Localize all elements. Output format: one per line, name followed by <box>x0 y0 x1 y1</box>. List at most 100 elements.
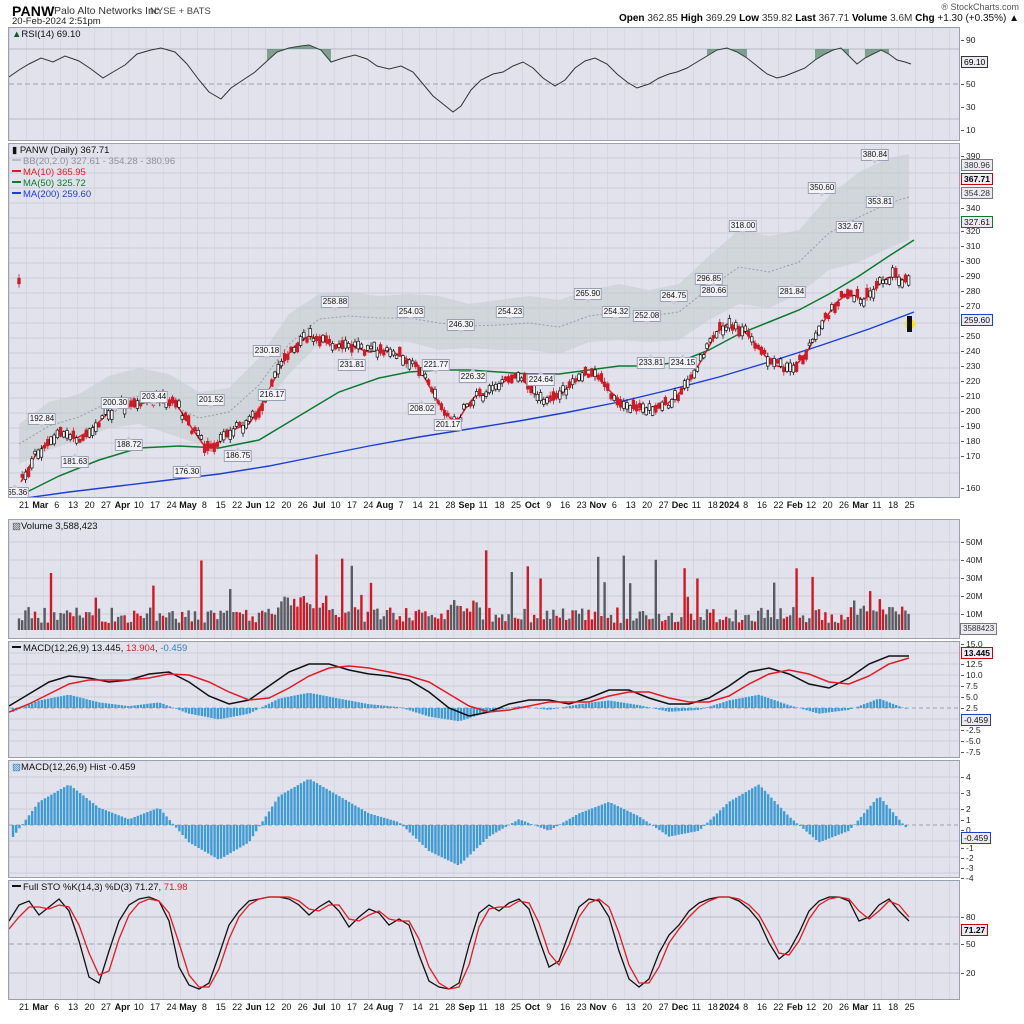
x-axis-tick: 8 <box>201 1002 207 1012</box>
price-annotation: 254.23 <box>495 306 525 320</box>
price-annotation: 332.67 <box>835 218 865 233</box>
x-axis-tick: 13 <box>68 500 79 510</box>
ma10-legend: MA(10) 365.95 <box>23 167 86 178</box>
macd-tick: 2.5 <box>961 703 978 713</box>
x-axis-tick: 9 <box>546 1002 552 1012</box>
x-axis-tick: 8 <box>743 1002 749 1012</box>
price-annotation: 254.03 <box>396 306 426 320</box>
high-label: High <box>680 13 703 24</box>
x-axis-tick: 18 <box>707 500 718 510</box>
x-axis-tick: 12 <box>264 500 276 510</box>
price-annotation: 226.32 <box>458 368 488 383</box>
price-tick: 200 <box>960 406 981 416</box>
x-axis-tick: 14 <box>412 500 423 510</box>
stochastic-legend: Full STO %K(14,3) %D(3) 71.27, 71.98 <box>12 882 188 893</box>
rsi-tick: 50 <box>960 79 976 89</box>
x-axis-tick: 17 <box>150 500 161 510</box>
bb-legend: BB(20,2.0) 327.61 - 354.28 - 380.96 <box>23 156 176 167</box>
x-axis-tick: 23 <box>576 1002 587 1012</box>
last-label: Last <box>795 13 816 24</box>
x-axis-tick: 16 <box>560 500 571 510</box>
price-plot <box>9 144 959 497</box>
x-axis-tick: 20 <box>84 1002 95 1012</box>
x-axis-tick: 17 <box>150 1002 161 1012</box>
x-axis-tick: 12 <box>806 1002 817 1012</box>
x-axis-tick: 13 <box>68 1002 79 1012</box>
volume-legend-text: Volume 3,588,423 <box>20 521 98 532</box>
x-axis-tick: 10 <box>330 500 341 510</box>
bb-upper-box: 380.96 <box>961 159 993 171</box>
rsi-y-axis: 90 69.10 50 30 10 <box>960 27 1024 141</box>
x-axis-tick: Nov <box>589 1002 607 1012</box>
stochastic-plot <box>9 881 959 999</box>
price-annotation: 296.85 <box>694 273 724 287</box>
x-axis-tick: 20 <box>642 1002 653 1012</box>
ma200-box: 259.60 <box>961 314 993 326</box>
macd-plot <box>9 642 959 757</box>
x-axis-tick: 11 <box>478 500 488 510</box>
macd-hist-panel: ▧MACD(12,26,9) Hist -0.459 <box>8 760 960 878</box>
x-axis-tick: 11 <box>872 1002 882 1012</box>
volume-tick: 30M <box>961 573 983 583</box>
stoch-d-value: 71.98 <box>163 882 188 893</box>
macd-tick: 10.0 <box>961 670 983 680</box>
x-axis-tick: Nov <box>589 500 607 510</box>
x-axis-tick: Oct <box>524 500 540 510</box>
x-axis-tick: 13 <box>625 500 636 510</box>
price-annotation: 265.90 <box>573 288 603 302</box>
x-axis-tick: 8 <box>743 500 749 510</box>
x-axis-tick: 20 <box>822 500 833 510</box>
x-axis-tick: Aug <box>376 500 394 510</box>
x-axis-tick: 24 <box>363 1002 374 1012</box>
volume-tick: 50M <box>961 537 983 547</box>
x-axis-tick: 24 <box>363 500 374 510</box>
x-axis-tick: 18 <box>888 1002 899 1012</box>
price-annotation: 208.02 <box>407 400 437 415</box>
price-tick: 310 <box>960 241 981 251</box>
price-tick: 290 <box>960 271 981 281</box>
x-axis-tick: Jun <box>245 500 262 510</box>
last-value: 367.71 <box>818 13 850 24</box>
stockcharts-watermark: ® StockCharts.com <box>941 2 1019 12</box>
price-annotation: 181.63 <box>60 453 90 468</box>
x-axis-tick: 14 <box>412 1002 423 1012</box>
price-annotation: 264.75 <box>659 290 689 304</box>
macd-tick: 5.0 <box>961 692 978 702</box>
x-axis-tick: 22 <box>232 1002 243 1012</box>
price-tick: 180 <box>960 436 981 446</box>
x-axis-tick: 16 <box>756 1002 768 1012</box>
x-axis-top: 21 Mar 6 13 20 27 Apr 10 17 24 May 8 15 22 Jun 12 20 26 Ju… <box>8 500 960 515</box>
price-tick: 270 <box>960 301 981 311</box>
price-annotation: 230.18 <box>252 345 282 359</box>
price-tick: 190 <box>960 421 981 431</box>
price-annotation: 246.30 <box>446 319 476 333</box>
macd-signal-value: 13.904 <box>125 643 156 654</box>
price-annotation: 165.36 <box>9 484 30 497</box>
macd-hist-tick: 1 <box>961 815 971 825</box>
x-axis-tick: Oct <box>524 1002 540 1012</box>
price-annotation: 233.81 <box>636 354 666 369</box>
macd-tick: 12.5 <box>961 659 983 669</box>
price-annotation: 216.17 <box>257 386 287 401</box>
x-axis-tick: 18 <box>707 1002 718 1012</box>
x-axis-tick: 2024 <box>719 1002 740 1012</box>
macd-legend: MACD(12,26,9) 13.445, 13.904, -0.459 <box>12 643 187 654</box>
low-value: 359.82 <box>761 13 793 24</box>
x-axis-tick: 21 <box>428 500 440 510</box>
price-tick: 220 <box>960 376 981 386</box>
x-axis-tick: 10 <box>330 1002 341 1012</box>
stoch-current-box: 71.27 <box>961 924 989 936</box>
rsi-tick: 30 <box>960 102 976 112</box>
x-axis-tick: 18 <box>888 500 899 510</box>
price-y-axis: 390 380.96 367.71 354.28 340 327.61 320 … <box>960 143 1024 498</box>
x-axis-tick: 6 <box>54 500 60 510</box>
exchange-label: NYSE + BATS <box>150 5 211 17</box>
macd-hist-tick: -2 <box>961 853 974 863</box>
price-panel: ▮ PANW (Daily) 367.71 BB(20,2.0) 327.61 … <box>8 143 960 498</box>
x-axis-tick: 2024 <box>719 500 740 510</box>
ma50-swatch <box>12 181 21 184</box>
company-name: Palo Alto Networks Inc. <box>54 5 162 17</box>
x-axis-tick: Apr <box>114 500 131 510</box>
price-tick: 390 <box>960 151 981 161</box>
volume-label: Volume <box>851 13 888 24</box>
